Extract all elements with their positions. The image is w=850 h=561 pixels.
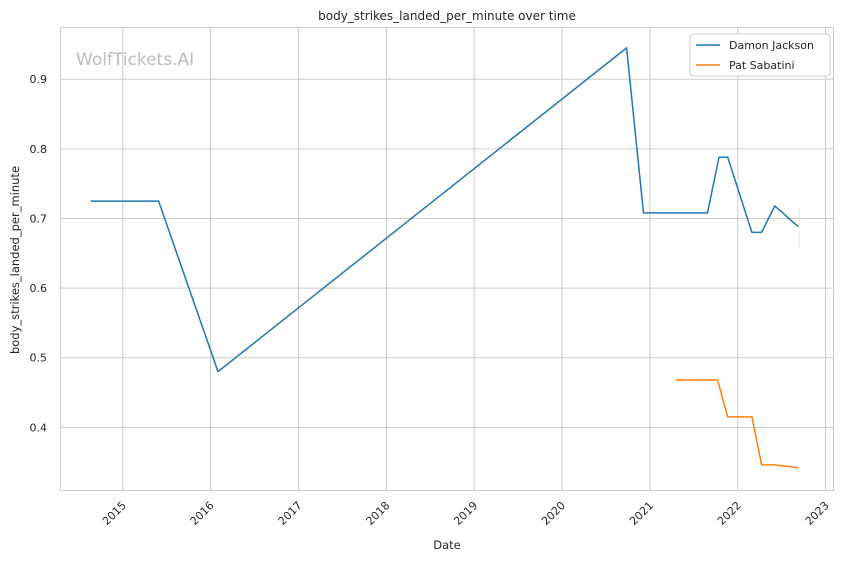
plot-frame [60, 27, 834, 491]
legend-box [689, 33, 831, 77]
y-gridlines [60, 78, 833, 428]
x-tick-label: 2019 [451, 499, 480, 528]
y-tick-label: 0.6 [30, 282, 48, 295]
x-tick-label: 2022 [715, 499, 744, 528]
series-line-2 [675, 379, 799, 469]
legend: Damon Jackson Pat Sabatini [689, 33, 831, 77]
y-tick-label: 0.5 [30, 352, 48, 365]
y-tick-label: 0.8 [30, 143, 48, 156]
y-axis-label: body_strikes_landed_per_minute [8, 166, 22, 354]
x-axis-label: Date [433, 538, 461, 552]
chart-title: body_strikes_landed_per_minute over time [318, 9, 576, 23]
x-tick-label: 2021 [627, 499, 656, 528]
x-tick-label: 2017 [276, 499, 305, 528]
y-tick-label: 0.4 [30, 421, 48, 434]
legend-label: Damon Jackson [729, 39, 814, 52]
series-line-1 [90, 47, 799, 373]
watermark: WolfTickets.AI [76, 50, 194, 70]
legend-label: Pat Sabatini [729, 59, 795, 72]
x-tick-label: 2020 [539, 499, 568, 528]
y-tick-label: 0.7 [30, 212, 48, 225]
y-tick-label: 0.9 [30, 73, 48, 86]
x-tick-label: 2023 [803, 499, 832, 528]
series-layer [90, 47, 799, 469]
x-tick-label: 2016 [188, 499, 217, 528]
x-tick-label: 2018 [364, 499, 393, 528]
x-tick-label: 2015 [100, 499, 129, 528]
y-tick-labels: 0.4 0.5 0.6 0.7 0.8 0.9 [30, 73, 48, 434]
x-tick-labels: 2015 2016 2017 2018 2019 2020 2021 2022 2023 [100, 499, 832, 528]
x-gridlines [122, 27, 827, 490]
